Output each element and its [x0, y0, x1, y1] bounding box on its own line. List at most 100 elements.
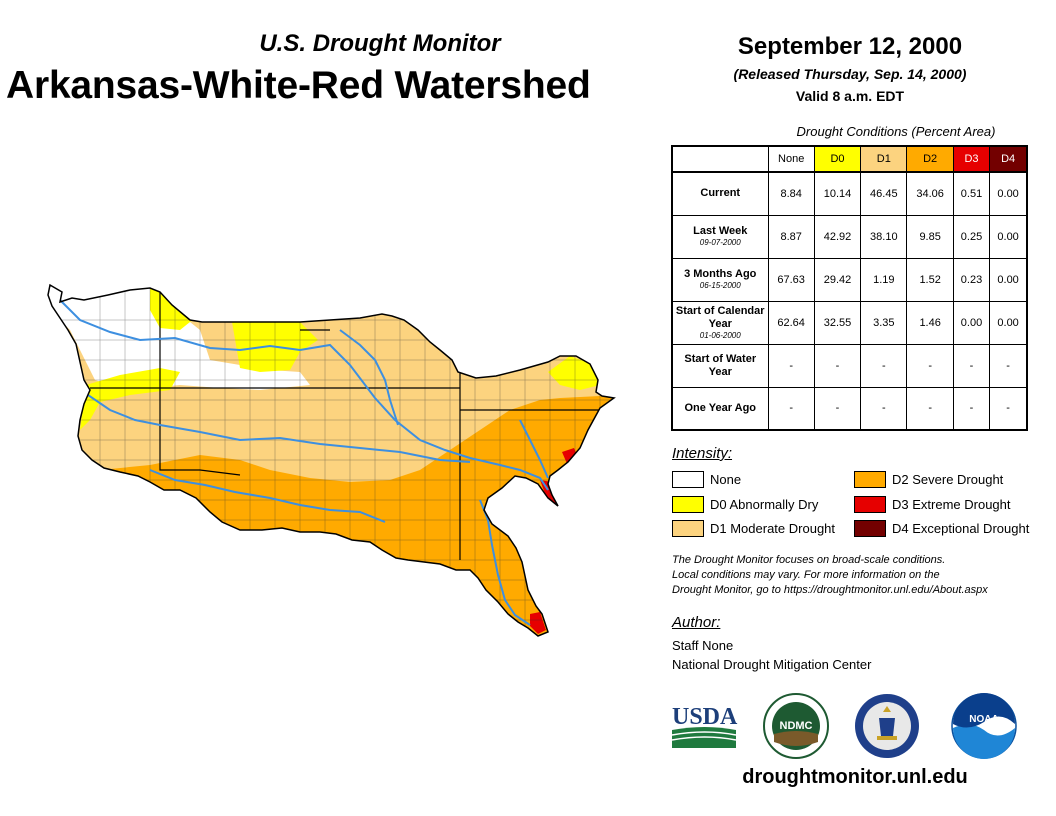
- column-header-none: None: [767, 145, 815, 173]
- table-cell: 38.10: [860, 214, 908, 259]
- map-title: Arkansas-White-Red Watershed: [6, 64, 591, 107]
- zone-d3-c: [530, 612, 546, 634]
- column-header-d2: D2: [906, 145, 954, 173]
- rivers: [59, 299, 549, 626]
- legend-swatch: [672, 519, 704, 537]
- table-cell: 0.00: [952, 300, 991, 345]
- state-boundaries: [90, 285, 614, 560]
- table-cell: 10.14: [813, 171, 862, 216]
- table-cell: -: [813, 386, 862, 431]
- table-cell: 34.06: [906, 171, 954, 216]
- row-label: Start of Calendar Year 01-06-2000: [671, 300, 769, 345]
- column-header-d3: D3: [952, 145, 991, 173]
- svg-text:USDA: USDA: [672, 704, 738, 730]
- table-cell: -: [813, 343, 862, 388]
- legend-item-d3: D3 Extreme Drought: [854, 495, 1011, 513]
- svg-text:NOAA: NOAA: [969, 714, 998, 725]
- map-date: September 12, 2000: [737, 33, 963, 60]
- table-cell: -: [952, 386, 991, 431]
- table-cell: 9.85: [906, 214, 954, 259]
- usda-logo: USDA: [671, 704, 738, 748]
- column-header-d0: D0: [813, 145, 862, 173]
- legend-swatch: [854, 495, 886, 513]
- table-cell: 46.45: [860, 171, 908, 216]
- table-row-start-of-calendar-year: Start of Calendar Year 01-06-2000 62.64 3…: [671, 300, 1028, 345]
- table-cell: 0.00: [989, 300, 1028, 345]
- legend-item-d2: D2 Severe Drought: [854, 470, 1003, 488]
- commerce-logo: [855, 694, 919, 758]
- legend-item-d1: D1 Moderate Drought: [672, 519, 835, 537]
- ndmc-logo: NDMC: [763, 693, 829, 759]
- note-line: Local conditions may vary. For more info…: [672, 569, 940, 581]
- drought-map: [47, 283, 616, 637]
- legend-item-d4: D4 Exceptional Drought: [854, 519, 1029, 537]
- legend-swatch: [854, 519, 886, 537]
- column-header-d1: D1: [860, 145, 908, 173]
- legend-swatch: [854, 470, 886, 488]
- table-cell: 42.92: [813, 214, 862, 259]
- table-cell: 8.84: [767, 171, 815, 216]
- table-cell: 0.00: [989, 171, 1028, 216]
- row-label: Last Week 09-07-2000: [671, 214, 769, 259]
- author-name: Staff None: [672, 638, 734, 653]
- row-date: 09-07-2000: [699, 238, 741, 247]
- table-cell: 67.63: [767, 257, 815, 302]
- table-cell: 32.55: [813, 300, 862, 345]
- zone-d0-west: [80, 368, 180, 430]
- note-line: The Drought Monitor focuses on broad-sca…: [672, 554, 946, 566]
- legend-label: D2 Severe Drought: [892, 471, 1004, 487]
- table-cell: -: [906, 386, 954, 431]
- row-date: 01-06-2000: [699, 330, 741, 340]
- table-cell: 8.87: [767, 214, 815, 259]
- disclaimer-note: The Drought Monitor focuses on broad-sca…: [672, 553, 1042, 598]
- table-row-last-week: Last Week 09-07-2000 8.87 42.92 38.10 9.8…: [671, 214, 1028, 259]
- svg-text:NDMC: NDMC: [780, 720, 813, 732]
- zone-d0-east: [548, 356, 600, 390]
- table-cell: -: [906, 343, 954, 388]
- table-row-current: Current 8.84 10.14 46.45 34.06 0.51 0.00: [671, 171, 1028, 216]
- noaa-logo: NOAA: [951, 693, 1017, 759]
- table-header-row: None D0 D1 D2 D3 D4: [672, 145, 1028, 173]
- table-cell: 62.64: [767, 300, 815, 345]
- table-cell: 3.35: [860, 300, 908, 345]
- legend-label: D3 Extreme Drought: [892, 496, 1011, 512]
- zone-d3-b: [540, 480, 558, 508]
- row-label: Current: [671, 171, 769, 216]
- column-header-d4: D4: [989, 145, 1028, 173]
- table-cell: 0.23: [952, 257, 991, 302]
- website-url[interactable]: droughtmonitor.unl.edu: [742, 766, 968, 788]
- table-caption: Drought Conditions (Percent Area): [796, 124, 996, 139]
- author-org: National Drought Mitigation Center: [672, 657, 872, 672]
- table-row-3-months-ago: 3 Months Ago 06-15-2000 67.63 29.42 1.19 …: [671, 257, 1028, 302]
- author-heading: Author:: [672, 614, 721, 631]
- release-date: (Released Thursday, Sep. 14, 2000): [733, 66, 967, 82]
- table-cell: -: [860, 386, 908, 431]
- table-cell: 1.52: [906, 257, 954, 302]
- table-cell: -: [989, 386, 1028, 431]
- legend-heading: Intensity:: [672, 445, 733, 462]
- map-subtitle: U.S. Drought Monitor: [259, 30, 501, 57]
- legend-item-d0: D0 Abnormally Dry: [672, 495, 818, 513]
- table-cell: -: [952, 343, 991, 388]
- legend-label: None: [710, 471, 742, 487]
- row-label: 3 Months Ago 06-15-2000: [671, 257, 769, 302]
- valid-time: Valid 8 a.m. EDT: [795, 88, 905, 104]
- note-line: Drought Monitor, go to https://droughtmo…: [672, 584, 988, 596]
- table-cell: -: [767, 343, 815, 388]
- table-row-start-of-water-year: Start of Water Year - - - - - -: [671, 343, 1028, 388]
- legend-label: D1 Moderate Drought: [710, 520, 836, 536]
- table-cell: 0.00: [989, 257, 1028, 302]
- legend-item-none: None: [672, 470, 741, 488]
- table-cell: 0.51: [952, 171, 991, 216]
- legend-label: D4 Exceptional Drought: [892, 520, 1030, 536]
- table-cell: 1.46: [906, 300, 954, 345]
- row-label: Start of Water Year: [671, 343, 769, 388]
- legend-swatch: [672, 495, 704, 513]
- table-cell: 0.25: [952, 214, 991, 259]
- legend-swatch: [672, 470, 704, 488]
- table-cell: 1.19: [860, 257, 908, 302]
- drought-conditions-table: None D0 D1 D2 D3 D4 Current 8.84 10.14 4…: [671, 145, 1028, 431]
- row-label: One Year Ago: [671, 386, 769, 431]
- basin-outline: [47, 283, 616, 637]
- table-cell: -: [860, 343, 908, 388]
